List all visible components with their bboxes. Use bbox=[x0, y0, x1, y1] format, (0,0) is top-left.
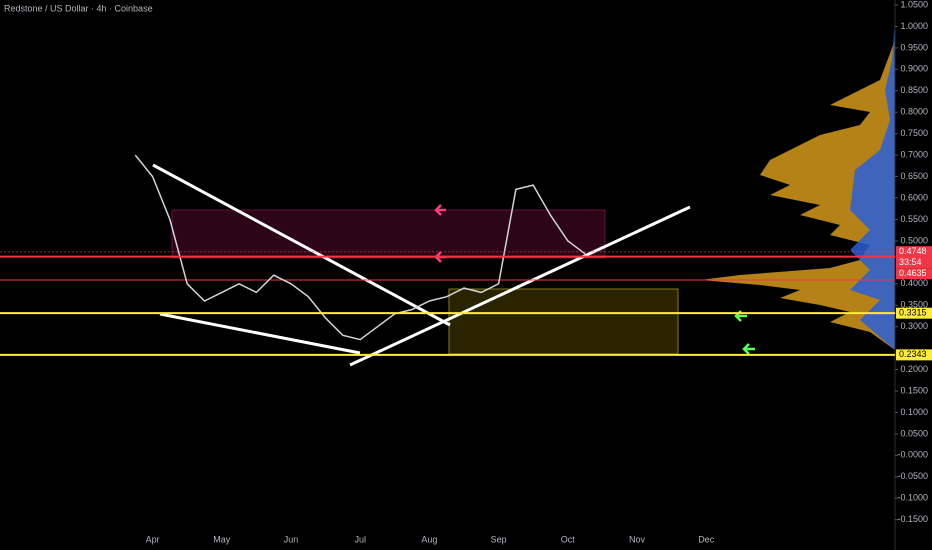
price-line bbox=[134, 154, 586, 341]
y-tick-label: -0.0500 bbox=[897, 471, 928, 481]
price-label: 0.4635 bbox=[899, 268, 927, 278]
y-tick-label: 0.7000 bbox=[900, 149, 928, 159]
trend-line bbox=[349, 205, 691, 367]
y-tick-label: 1.0500 bbox=[900, 0, 928, 9]
demand-zone bbox=[448, 288, 679, 355]
x-tick-label: Oct bbox=[561, 534, 576, 544]
y-tick-label: 0.0500 bbox=[900, 428, 928, 438]
y-tick-label: 0.1000 bbox=[900, 407, 928, 417]
x-tick-label: Dec bbox=[698, 534, 715, 544]
x-tick-label: Jul bbox=[354, 534, 366, 544]
volume-profile bbox=[700, 40, 895, 350]
price-label: 0.2343 bbox=[899, 349, 927, 359]
y-tick-label: 0.8000 bbox=[900, 107, 928, 117]
trend-line bbox=[159, 312, 361, 355]
x-tick-label: Nov bbox=[629, 534, 646, 544]
x-tick-label: Apr bbox=[146, 534, 160, 544]
y-tick-label: 0.6000 bbox=[900, 192, 928, 202]
y-tick-label: 0.5500 bbox=[900, 214, 928, 224]
price-label: 0.3315 bbox=[899, 308, 927, 318]
y-tick-label: -0.0000 bbox=[897, 450, 928, 460]
trend-line bbox=[152, 163, 451, 327]
drawings bbox=[0, 20, 895, 367]
price-label-box bbox=[896, 268, 932, 280]
countdown-label: 33:54 bbox=[899, 257, 922, 267]
y-tick-label: 0.5000 bbox=[900, 235, 928, 245]
x-tick-label: May bbox=[213, 534, 231, 544]
chart-title: Redstone / US Dollar · 4h · Coinbase bbox=[4, 3, 153, 13]
y-tick-label: 0.1500 bbox=[900, 385, 928, 395]
price-label: 0.4748 bbox=[899, 246, 927, 256]
y-tick-label: 0.7500 bbox=[900, 128, 928, 138]
price-label-box bbox=[896, 349, 932, 361]
x-tick-label: Sep bbox=[491, 534, 507, 544]
resistance-zone bbox=[171, 209, 606, 259]
y-tick-label: 0.3000 bbox=[900, 321, 928, 331]
y-tick-label: 0.3500 bbox=[900, 300, 928, 310]
y-tick-label: -0.1000 bbox=[897, 493, 928, 503]
y-tick-label: -0.1500 bbox=[897, 514, 928, 524]
x-tick-label: Jun bbox=[284, 534, 299, 544]
arrow bbox=[434, 204, 446, 216]
x-tick-label: Aug bbox=[421, 534, 437, 544]
y-tick-label: 0.2000 bbox=[900, 364, 928, 374]
y-tick-label: 0.9000 bbox=[900, 64, 928, 74]
arrow bbox=[742, 343, 755, 355]
y-tick-label: 0.4000 bbox=[900, 278, 928, 288]
y-tick-label: 0.9500 bbox=[900, 42, 928, 52]
y-tick-label: 0.6500 bbox=[900, 171, 928, 181]
y-tick-label: 1.0000 bbox=[900, 21, 928, 31]
price-label-box bbox=[896, 246, 932, 269]
price-label-box bbox=[896, 307, 932, 319]
y-tick-label: 0.8500 bbox=[900, 85, 928, 95]
volume-profile-blue bbox=[850, 20, 895, 350]
